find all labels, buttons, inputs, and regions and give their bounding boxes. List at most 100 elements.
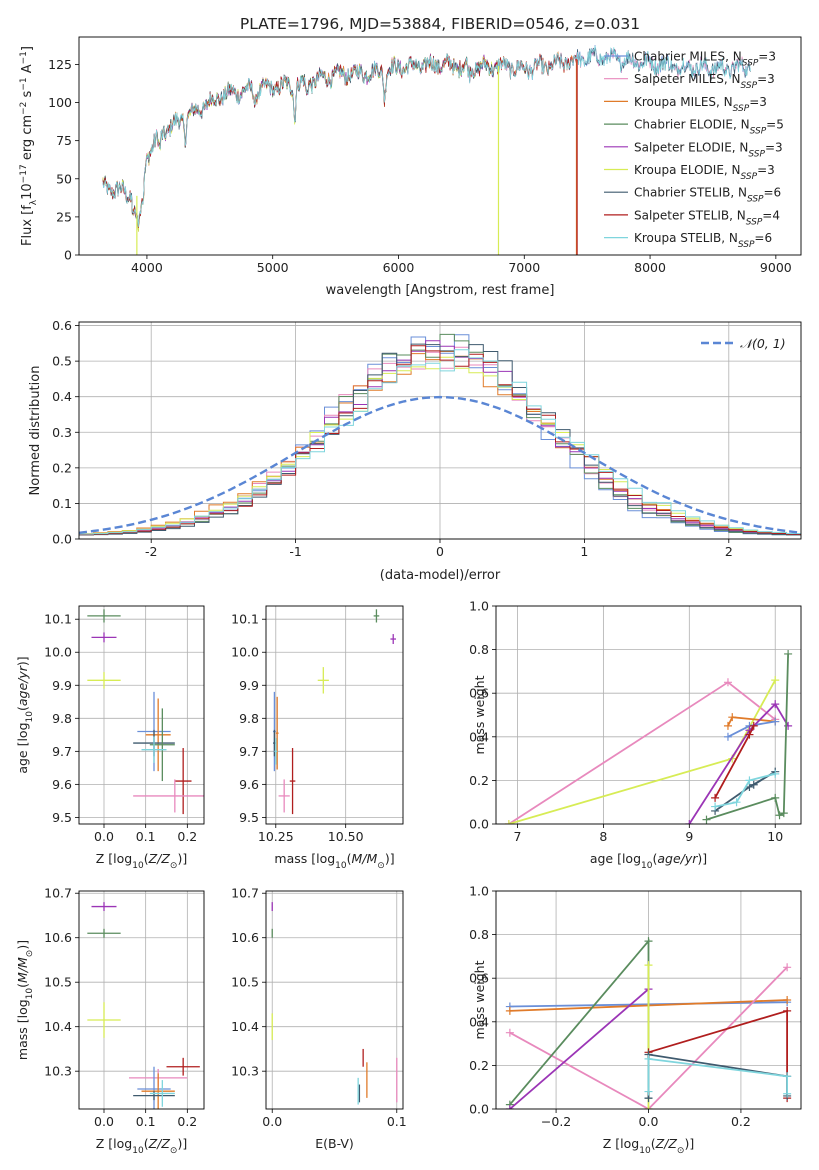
histogram-kroupa-stelib bbox=[79, 349, 801, 535]
weight-line-kroupa-stelib bbox=[714, 773, 776, 808]
weight-marker bbox=[745, 776, 754, 785]
x-tick-label: 8000 bbox=[634, 260, 666, 275]
residuals-legend: 𝒩(0, 1) bbox=[701, 336, 786, 351]
legend-entry: Kroupa ELODIE, NSSP=3 bbox=[634, 163, 775, 182]
label-part: Kroupa STELIB, N bbox=[634, 231, 738, 245]
errorbar-point bbox=[87, 1002, 121, 1038]
label-part: 10 bbox=[132, 861, 144, 871]
weight-line-salpeter-miles bbox=[509, 966, 788, 1109]
residuals-frame bbox=[78, 321, 802, 540]
mass_vs_Z-grid bbox=[79, 891, 204, 1109]
label-part: ( bbox=[652, 851, 657, 866]
label-part: SSP bbox=[746, 217, 763, 227]
y-tick-label: 1.0 bbox=[469, 599, 489, 614]
age_vs_Z-xlabel: Z [log10(Z/Z⊙)] bbox=[96, 851, 187, 871]
errorbar-point bbox=[145, 698, 171, 772]
x-tick-label: 0.1 bbox=[136, 1114, 156, 1129]
y-tick-label: 10.5 bbox=[44, 975, 72, 990]
label-part: Z/Z bbox=[655, 1136, 678, 1151]
y-tick-label: 9.9 bbox=[239, 678, 259, 693]
weight-marker bbox=[783, 1006, 792, 1015]
x-tick-label: −0.2 bbox=[541, 1114, 571, 1129]
x-tick-label: 0.0 bbox=[94, 829, 114, 844]
y-tick-label: 9.8 bbox=[52, 711, 72, 726]
x-tick-label: 7 bbox=[514, 829, 522, 844]
errorbar-point bbox=[289, 748, 296, 815]
errorbar-point bbox=[91, 902, 117, 912]
age_vs_Z-frame bbox=[78, 605, 205, 825]
label-part: =4 bbox=[762, 208, 780, 222]
label-part: A bbox=[20, 64, 35, 77]
weight_vs_age-series bbox=[504, 649, 793, 824]
y-tick-label: 0.3 bbox=[52, 425, 72, 440]
y-tick-label: 0.0 bbox=[52, 532, 72, 547]
x-tick-label: 9000 bbox=[760, 260, 792, 275]
label-part: )] bbox=[385, 851, 395, 866]
weight-line-salpeter-elodie bbox=[688, 702, 789, 824]
y-tick-label: 10.1 bbox=[44, 612, 72, 627]
x-tick-label: 0.0 bbox=[94, 1114, 114, 1129]
label-part: Chabrier MILES, N bbox=[634, 50, 742, 64]
age_vs_mass-frame bbox=[265, 605, 404, 825]
mass_vs_ebv-xlabel: E(B-V) bbox=[315, 1136, 354, 1151]
label-part: age/yr bbox=[657, 851, 698, 866]
y-tick-label: 10.5 bbox=[231, 975, 259, 990]
age_vs_Z-axes: 0.0 0.1 0.2 9.5 9.6 9.7 9.8 9.9 10.0 10.1 bbox=[44, 606, 204, 844]
residuals-ylabel: Normed distribution bbox=[28, 366, 43, 496]
legend-entry: 𝒩(0, 1) bbox=[740, 336, 786, 351]
label-part: ⊙ bbox=[377, 861, 385, 871]
y-tick-label: 10.4 bbox=[44, 1019, 72, 1034]
y-tick-label: 0.5 bbox=[52, 354, 72, 369]
label-part: 10 bbox=[641, 861, 653, 871]
errorbar-point bbox=[274, 738, 278, 765]
label-part: Z [log bbox=[96, 851, 132, 866]
mass_vs_Z-points bbox=[87, 902, 200, 1109]
spectrum-lines bbox=[102, 45, 751, 255]
x-tick-label: 5000 bbox=[257, 260, 289, 275]
legend-entry: Kroupa MILES, NSSP=3 bbox=[634, 95, 767, 114]
label-part: =5 bbox=[766, 118, 784, 132]
weight-marker bbox=[702, 815, 711, 824]
weight-line-salpeter-elodie bbox=[509, 988, 650, 1109]
y-tick-label: 0.0 bbox=[469, 817, 489, 832]
weight_vs_Z-series bbox=[505, 937, 792, 1109]
label-part: )] bbox=[177, 851, 187, 866]
y-tick-label: 10.7 bbox=[231, 886, 259, 901]
y-tick-label: 0.1 bbox=[52, 496, 72, 511]
weight-marker bbox=[644, 1054, 653, 1063]
weight-marker bbox=[644, 1105, 653, 1109]
weight_vs_Z-ylabel: mass weight bbox=[472, 960, 487, 1039]
errorbar-point bbox=[317, 667, 329, 694]
weight-marker bbox=[775, 811, 784, 820]
x-tick-label: 8 bbox=[599, 829, 607, 844]
y-tick-label: 9.5 bbox=[52, 810, 72, 825]
label-part: M/M bbox=[15, 957, 30, 983]
errorbar-point bbox=[87, 672, 121, 689]
weight-line-chabrier-stelib bbox=[714, 770, 776, 812]
label-part: SSP bbox=[748, 149, 765, 159]
weight-marker bbox=[505, 1028, 514, 1037]
y-tick-label: 10.3 bbox=[231, 1064, 259, 1079]
histogram-salpeter-stelib bbox=[79, 345, 801, 536]
y-tick-label: 9.6 bbox=[52, 777, 72, 792]
errorbar-point bbox=[174, 748, 192, 815]
errorbar-point bbox=[133, 1091, 175, 1101]
label-part: ( bbox=[15, 983, 30, 988]
label-part: ( bbox=[144, 1136, 149, 1151]
weight-line-kroupa-stelib bbox=[647, 1057, 788, 1094]
x-tick-label: 0.2 bbox=[177, 829, 197, 844]
label-part: age [log bbox=[590, 851, 641, 866]
x-tick-label: 10.50 bbox=[328, 829, 364, 844]
y-tick-label: 9.7 bbox=[52, 744, 72, 759]
weight-marker bbox=[783, 963, 792, 972]
errorbar-point bbox=[275, 696, 279, 770]
weight-marker bbox=[723, 732, 732, 741]
weight_vs_age-xlabel: age [log10(age/yr)] bbox=[590, 851, 707, 871]
label-part: age [log bbox=[15, 722, 30, 773]
errorbar-point bbox=[278, 779, 290, 813]
label-part: ⊙ bbox=[170, 1146, 178, 1156]
label-part: 10 bbox=[20, 183, 35, 200]
age_vs_Z-grid bbox=[79, 606, 204, 824]
age_vs_Z-points bbox=[87, 609, 204, 815]
label-part: ⊙ bbox=[677, 1146, 685, 1156]
